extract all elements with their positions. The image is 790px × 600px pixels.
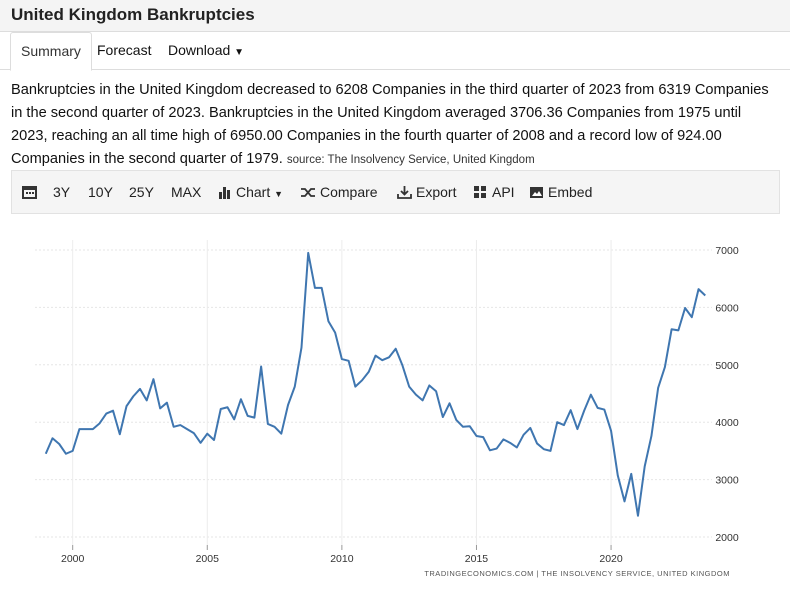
range-button[interactable]: 10Y [88, 184, 113, 200]
y-tick-label: 3000 [715, 475, 739, 487]
chart-button[interactable]: Chart ▼ [218, 171, 283, 213]
button-label: Compare [320, 184, 378, 200]
page-title: United Kingdom Bankruptcies [11, 5, 255, 24]
description: Bankruptcies in the United Kingdom decre… [11, 79, 781, 172]
chart: TRADINGECONOMICS.COM | THE INSOLVENCY SE… [35, 240, 739, 578]
compare-icon [301, 188, 315, 197]
data-line [44, 251, 706, 517]
x-tick-label: 2015 [465, 553, 489, 565]
x-tick-label: 2005 [196, 553, 220, 565]
tab[interactable]: Summary [10, 32, 92, 71]
button-label: API [492, 184, 515, 200]
button-label: Chart [236, 184, 271, 200]
tab-label: Download [168, 42, 231, 58]
range-button[interactable]: 3Y [53, 184, 71, 200]
api-button[interactable]: API [473, 171, 515, 213]
button-label: Embed [548, 184, 593, 200]
caret: ▼ [274, 189, 284, 199]
api-icon [474, 186, 486, 198]
toolbar: 3Y 10Y 25Y MAX Chart ▼ Compare Export AP… [11, 170, 780, 214]
tab[interactable]: Download ▼ [158, 32, 254, 68]
calendar-button[interactable] [22, 171, 41, 213]
x-tick-label: 2020 [599, 553, 623, 565]
calendar-icon [22, 186, 37, 199]
x-tick-label: 2000 [61, 553, 85, 565]
y-tick-label: 6000 [715, 302, 739, 314]
title-bar: United Kingdom Bankruptcies [0, 0, 790, 32]
y-tick-label: 4000 [715, 417, 739, 429]
export-icon [397, 186, 412, 199]
x-tick-label: 2010 [330, 553, 354, 565]
range-button[interactable]: 25Y [129, 184, 154, 200]
y-tick-label: 5000 [715, 360, 739, 372]
description-text: Bankruptcies in the United Kingdom decre… [11, 82, 769, 167]
chart-credit: TRADINGECONOMICS.COM | THE INSOLVENCY SE… [424, 569, 730, 578]
export-button[interactable]: Export [397, 171, 456, 213]
embed-button[interactable]: Embed [529, 171, 592, 213]
source: source: The Insolvency Service, United K… [286, 154, 535, 166]
caret: ▼ [234, 47, 245, 58]
tab[interactable]: Forecast [97, 42, 152, 58]
range-button[interactable]: MAX [171, 184, 202, 200]
button-label: Export [416, 184, 457, 200]
y-tick-label: 7000 [715, 245, 739, 257]
y-tick-label: 2000 [715, 532, 739, 544]
tabs: Summary Forecast Download ▼ [0, 32, 790, 71]
chart-icon [219, 187, 230, 199]
embed-icon [530, 187, 543, 198]
compare-button[interactable]: Compare [300, 171, 378, 213]
